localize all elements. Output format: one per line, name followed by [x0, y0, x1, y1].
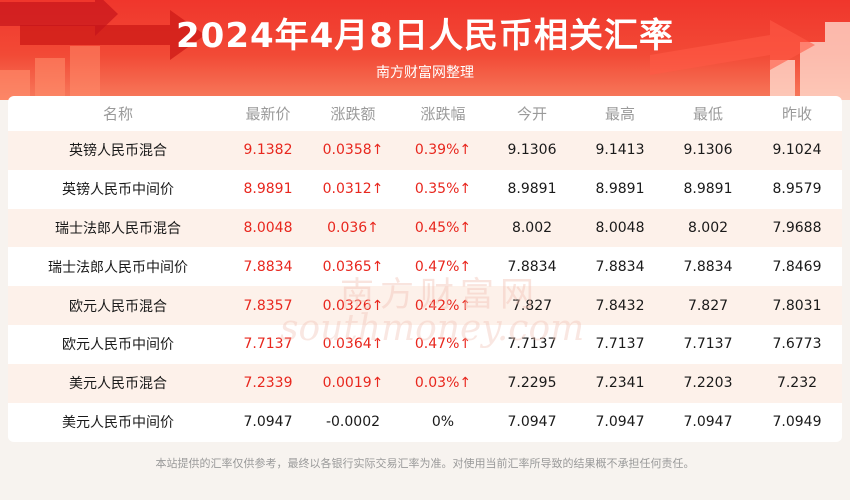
cell-prev-close: 7.8031: [752, 286, 842, 325]
cell-change-pct: 0.35%↑: [398, 169, 488, 209]
col-header-low: 最低: [692, 105, 723, 123]
col-header-high: 最高: [604, 105, 635, 123]
cell-change-pct: 0.47%↑: [398, 324, 488, 364]
cell-name: 欧元人民币中间价: [8, 324, 228, 364]
table-header-row: 名称 最新价 涨跌额 涨跌幅 今开 最高 最低 昨收: [8, 96, 842, 131]
cell-change: 0.0312↑: [308, 169, 398, 209]
rate-table-card: 名称 最新价 涨跌额 涨跌幅 今开 最高 最低 昨收 英镑人民币混合 9.138…: [8, 96, 842, 442]
cell-open: 7.7137: [488, 324, 576, 364]
col-header-open: 今开: [516, 105, 547, 123]
table-row: 美元人民币混合 7.2339 0.0019↑ 0.03%↑ 7.2295 7.2…: [8, 363, 842, 403]
cell-prev-close: 9.1024: [752, 131, 842, 170]
cell-name: 美元人民币中间价: [8, 402, 228, 442]
cell-change: 0.0365↑: [308, 247, 398, 287]
cell-change: 0.036↑: [308, 208, 398, 248]
cell-prev-close: 7.6773: [752, 324, 842, 364]
cell-name: 美元人民币混合: [8, 363, 228, 403]
cell-prev-close: 7.232: [752, 363, 842, 403]
cell-low: 8.9891: [664, 169, 752, 209]
cell-high: 8.0048: [576, 208, 664, 248]
cell-change-pct: 0%: [398, 402, 488, 442]
cell-low: 7.7137: [664, 324, 752, 364]
col-header-prev-close: 昨收: [781, 105, 812, 123]
cell-open: 9.1306: [488, 131, 576, 170]
cell-name: 瑞士法郎人民币混合: [8, 208, 228, 248]
table-row: 欧元人民币混合 7.8357 0.0326↑ 0.42%↑ 7.827 7.84…: [8, 286, 842, 325]
cell-high: 9.1413: [576, 131, 664, 170]
cell-low: 7.0947: [664, 402, 752, 442]
cell-low: 7.8834: [664, 247, 752, 287]
table-row: 英镑人民币混合 9.1382 0.0358↑ 0.39%↑ 9.1306 9.1…: [8, 131, 842, 170]
cell-name: 瑞士法郎人民币中间价: [8, 247, 228, 287]
cell-latest: 8.9891: [228, 169, 308, 209]
cell-change-pct: 0.42%↑: [398, 286, 488, 325]
cell-change: 0.0019↑: [308, 363, 398, 403]
header-banner: 2024年4月8日人民币相关汇率 南方财富网整理: [0, 0, 850, 100]
page-title: 2024年4月8日人民币相关汇率: [176, 16, 674, 56]
cell-latest: 7.8834: [228, 247, 308, 287]
table-row: 美元人民币中间价 7.0947 -0.0002 0% 7.0947 7.0947…: [8, 402, 842, 442]
cell-open: 7.2295: [488, 363, 576, 403]
cell-latest: 9.1382: [228, 131, 308, 170]
cell-prev-close: 7.0949: [752, 402, 842, 442]
col-header-change-pct: 涨跌幅: [420, 105, 466, 123]
decor-arrows-left: [0, 0, 205, 100]
cell-change: 0.0358↑: [308, 131, 398, 170]
table-row: 瑞士法郎人民币混合 8.0048 0.036↑ 0.45%↑ 8.002 8.0…: [8, 208, 842, 248]
cell-change: -0.0002: [308, 402, 398, 442]
cell-open: 7.0947: [488, 402, 576, 442]
cell-open: 8.002: [488, 208, 576, 248]
cell-latest: 7.8357: [228, 286, 308, 325]
cell-latest: 7.0947: [228, 402, 308, 442]
cell-high: 7.2341: [576, 363, 664, 403]
table-row: 瑞士法郎人民币中间价 7.8834 0.0365↑ 0.47%↑ 7.8834 …: [8, 247, 842, 287]
cell-latest: 7.2339: [228, 363, 308, 403]
cell-change-pct: 0.47%↑: [398, 247, 488, 287]
cell-change-pct: 0.45%↑: [398, 208, 488, 248]
cell-high: 7.8432: [576, 286, 664, 325]
cell-low: 7.827: [664, 286, 752, 325]
col-header-change: 涨跌额: [330, 105, 376, 123]
cell-latest: 8.0048: [228, 208, 308, 248]
cell-latest: 7.7137: [228, 324, 308, 364]
table-row: 英镑人民币中间价 8.9891 0.0312↑ 0.35%↑ 8.9891 8.…: [8, 169, 842, 209]
cell-prev-close: 7.9688: [752, 208, 842, 248]
cell-change: 0.0364↑: [308, 324, 398, 364]
cell-open: 7.827: [488, 286, 576, 325]
cell-open: 7.8834: [488, 247, 576, 287]
cell-prev-close: 7.8469: [752, 247, 842, 287]
cell-high: 7.7137: [576, 324, 664, 364]
table-row: 欧元人民币中间价 7.7137 0.0364↑ 0.47%↑ 7.7137 7.…: [8, 324, 842, 364]
cell-high: 7.8834: [576, 247, 664, 287]
cell-high: 8.9891: [576, 169, 664, 209]
cell-change: 0.0326↑: [308, 286, 398, 325]
cell-name: 英镑人民币混合: [8, 131, 228, 170]
cell-change-pct: 0.03%↑: [398, 363, 488, 403]
rate-table: 名称 最新价 涨跌额 涨跌幅 今开 最高 最低 昨收 英镑人民币混合 9.138…: [8, 96, 842, 442]
cell-high: 7.0947: [576, 402, 664, 442]
footer-disclaimer: 本站提供的汇率仅供参考，最终以各银行实际交易汇率为准。对使用当前汇率所导致的结果…: [155, 457, 695, 470]
col-header-name: 名称: [102, 105, 133, 123]
cell-low: 8.002: [664, 208, 752, 248]
decor-arrows-right: [650, 20, 850, 100]
cell-low: 9.1306: [664, 131, 752, 170]
cell-name: 英镑人民币中间价: [8, 169, 228, 209]
page-subtitle: 南方财富网整理: [376, 65, 474, 81]
cell-prev-close: 8.9579: [752, 169, 842, 209]
col-header-latest: 最新价: [245, 105, 291, 123]
cell-low: 7.2203: [664, 363, 752, 403]
cell-open: 8.9891: [488, 169, 576, 209]
cell-name: 欧元人民币混合: [8, 286, 228, 325]
cell-change-pct: 0.39%↑: [398, 131, 488, 170]
